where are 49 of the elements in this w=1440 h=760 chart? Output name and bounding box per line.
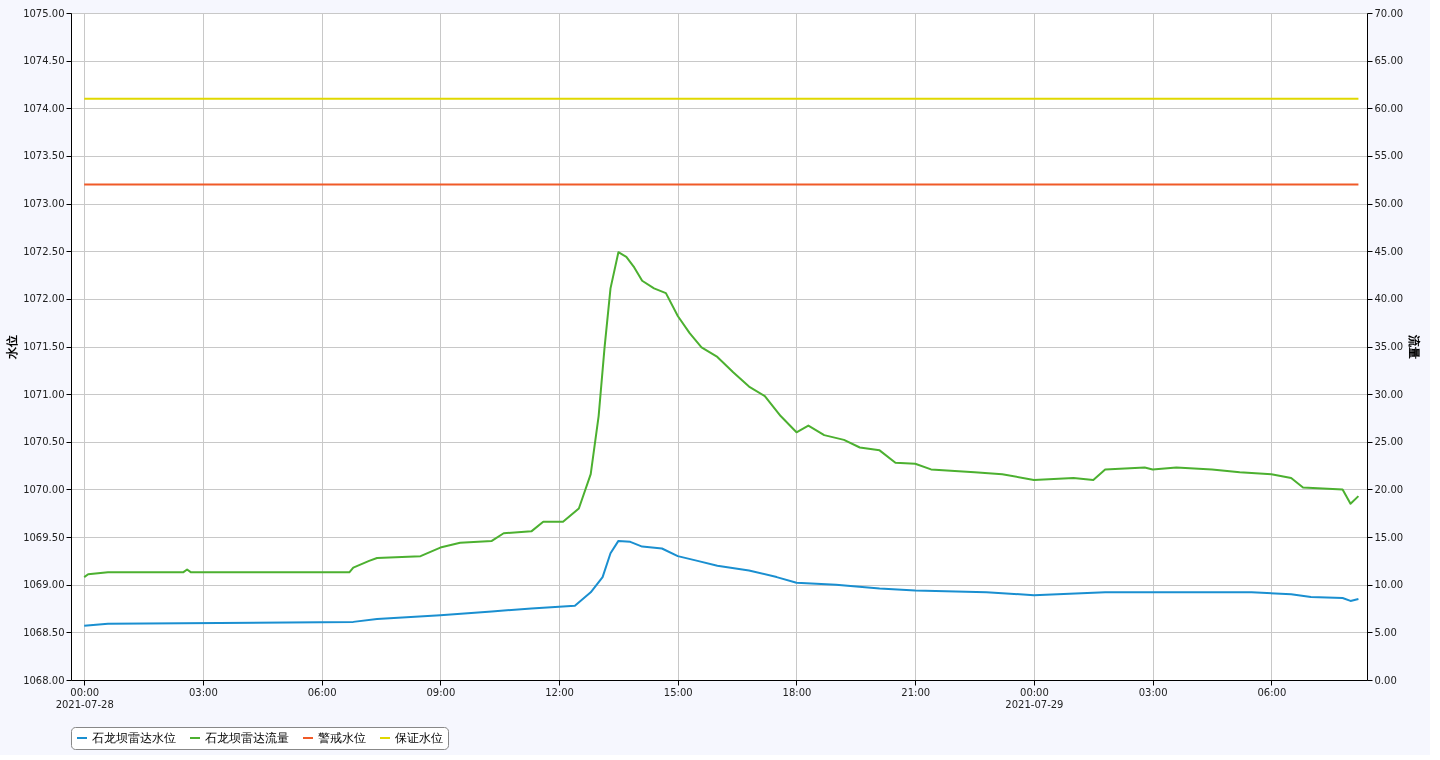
y2-tick-label: 0.00	[1374, 674, 1397, 686]
x-tick-label: 06:00	[1257, 686, 1287, 698]
y2-tick-label: 55.00	[1374, 150, 1404, 162]
y2-axis-title: 流量	[1407, 334, 1422, 359]
y2-tick-label: 10.00	[1374, 579, 1404, 591]
x-tick-label: 00:00 2021-07-28	[55, 686, 114, 710]
x-tick-label: 03:00	[1138, 686, 1168, 698]
x-tick-label: 12:00	[545, 686, 574, 698]
y-tick-label: 1073.50	[23, 150, 65, 162]
line-series	[83, 539, 1360, 627]
legend-label: 警戒水位	[318, 731, 366, 745]
y2-tick-label: 50.00	[1374, 198, 1404, 210]
x-tick-label: 00:00 2021-07-29	[1005, 686, 1064, 710]
y2-tick-label: 65.00	[1374, 55, 1404, 67]
y-tick-label: 1073.00	[23, 198, 65, 210]
x-tick-label: 18:00	[782, 686, 812, 698]
y2-tick-label: 35.00	[1374, 341, 1404, 352]
y2-tick-label: 25.00	[1374, 436, 1404, 448]
x-tick-label: 03:00	[188, 686, 218, 698]
y2-tick-label: 30.00	[1374, 388, 1404, 400]
legend-label: 石龙坝雷达流量	[205, 731, 289, 745]
x-tick-label: 21:00	[901, 686, 931, 698]
x-tick-label: 06:00	[307, 686, 337, 698]
y2-tick-label: 60.00	[1374, 102, 1404, 114]
y-tick-label: 1072.00	[23, 293, 65, 305]
y-tick-label: 1070.00	[23, 483, 65, 495]
y-tick-label: 1074.00	[23, 102, 65, 114]
legend-label: 石龙坝雷达水位	[92, 731, 176, 745]
y2-tick-label: 15.00	[1374, 531, 1404, 543]
y-tick-label: 1068.00	[23, 674, 65, 686]
legend-label: 保证水位	[395, 731, 443, 745]
x-tick-label: 15:00	[663, 686, 693, 698]
y-tick-label: 1072.50	[23, 245, 65, 257]
y-tick-label: 1075.00	[23, 7, 65, 19]
y-tick-label: 1071.00	[23, 388, 65, 400]
y-tick-label: 1074.50	[23, 55, 65, 67]
y2-tick-label: 40.00	[1374, 293, 1404, 305]
y2-tick-label: 70.00	[1374, 7, 1404, 19]
y2-tick-label: 5.00	[1374, 626, 1397, 638]
y-tick-label: 1068.50	[23, 626, 65, 638]
y-tick-label: 1071.50	[23, 341, 65, 352]
x-tick-label: 09:00	[426, 686, 456, 698]
y-tick-label: 1069.50	[23, 531, 65, 543]
y-axis-title: 水位	[5, 335, 20, 360]
y2-tick-label: 20.00	[1374, 483, 1404, 495]
line-series	[83, 251, 1360, 579]
y2-tick-label: 45.00	[1374, 245, 1404, 257]
y-tick-label: 1070.50	[23, 436, 65, 448]
y-tick-label: 1069.00	[23, 579, 65, 591]
